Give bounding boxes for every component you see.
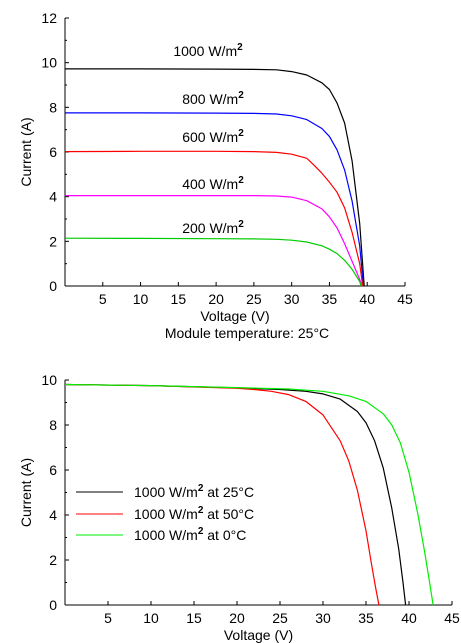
x-tick-label: 15 <box>171 291 187 307</box>
label-superscript: 2 <box>238 219 244 230</box>
x-tick-label: 35 <box>322 291 338 307</box>
label-superscript: 2 <box>198 483 204 494</box>
x-tick-label: 40 <box>401 610 417 626</box>
y-tick-label: 4 <box>49 189 57 205</box>
series-line-0 <box>65 68 365 287</box>
label-rest: at 0°C <box>203 527 246 543</box>
series-label-1: 800 W/m2 <box>182 90 244 107</box>
irradiance-chart: 5 10 15 20 25 30 35 40 45 0 2 4 6 8 10 12 Voltage (V) Cur… <box>18 10 413 341</box>
temperature-caption: Module temperature: 25°C <box>165 325 329 341</box>
label-main: 1000 W/m <box>134 484 198 500</box>
label-main: 400 W/m <box>182 176 238 192</box>
label-main: 800 W/m <box>182 91 238 107</box>
x-tick-label: 5 <box>99 291 107 307</box>
legend-label-0: 1000 W/m2 at 25°C <box>134 483 254 500</box>
y-tick-label: 2 <box>49 552 57 568</box>
label-rest: at 50°C <box>203 506 254 522</box>
y-axis-title: Current (A) <box>18 117 34 186</box>
series-label-3: 400 W/m2 <box>182 175 244 192</box>
label-main: 1000 W/m <box>134 506 198 522</box>
x-tick-label: 10 <box>143 610 159 626</box>
x-tick-label: 30 <box>315 610 331 626</box>
x-tick-label: 45 <box>444 610 460 626</box>
series-line-2 <box>64 383 434 606</box>
x-tick-label: 20 <box>229 610 245 626</box>
x-tick-label: 10 <box>133 291 149 307</box>
label-superscript: 2 <box>238 90 244 101</box>
x-tick-label: 30 <box>284 291 300 307</box>
series-line-2 <box>64 150 364 287</box>
y-tick-label: 6 <box>49 144 57 160</box>
y-tick-label: 10 <box>41 372 57 388</box>
x-tick-label: 15 <box>186 610 202 626</box>
x-tick-label: 35 <box>358 610 374 626</box>
series-line-4 <box>64 237 362 287</box>
legend-label-2: 1000 W/m2 at 0°C <box>134 526 246 543</box>
x-axis-title: Voltage (V) <box>200 308 269 324</box>
x-tick-label: 25 <box>272 610 288 626</box>
temperature-chart: 5 10 15 20 25 30 35 40 45 0 2 4 6 8 10 Voltage (V) Curre… <box>18 372 460 643</box>
x-axis-title: Voltage (V) <box>224 627 293 643</box>
x-tick-label: 45 <box>397 291 413 307</box>
label-rest: at 25°C <box>203 484 254 500</box>
label-main: 1000 W/m <box>173 43 237 59</box>
series-label-2: 600 W/m2 <box>182 128 244 145</box>
series-label-0: 1000 W/m2 <box>173 42 243 59</box>
label-superscript: 2 <box>237 42 243 53</box>
label-superscript: 2 <box>198 505 204 516</box>
series-line-1 <box>64 383 380 606</box>
y-axis-title: Current (A) <box>18 458 34 527</box>
x-tick-label: 40 <box>359 291 375 307</box>
label-superscript: 2 <box>238 128 244 139</box>
series-line-3 <box>65 195 363 287</box>
x-tick-label: 5 <box>104 610 112 626</box>
series-line-1 <box>65 112 364 287</box>
y-tick-label: 8 <box>49 99 57 115</box>
y-tick-label: 12 <box>41 10 57 26</box>
y-tick-label: 0 <box>49 278 57 294</box>
y-tick-label: 4 <box>49 507 57 523</box>
y-tick-label: 0 <box>49 597 57 613</box>
y-tick-label: 8 <box>49 417 57 433</box>
label-main: 1000 W/m <box>134 527 198 543</box>
series-label-4: 200 W/m2 <box>182 219 244 236</box>
x-tick-label: 20 <box>208 291 224 307</box>
x-tick-label: 25 <box>246 291 262 307</box>
y-tick-label: 2 <box>49 233 57 249</box>
label-main: 600 W/m <box>182 129 238 145</box>
legend-label-1: 1000 W/m2 at 50°C <box>134 505 254 522</box>
label-main: 200 W/m <box>182 220 238 236</box>
y-tick-label: 10 <box>41 55 57 71</box>
label-superscript: 2 <box>238 175 244 186</box>
y-tick-label: 6 <box>49 462 57 478</box>
label-superscript: 2 <box>198 526 204 537</box>
